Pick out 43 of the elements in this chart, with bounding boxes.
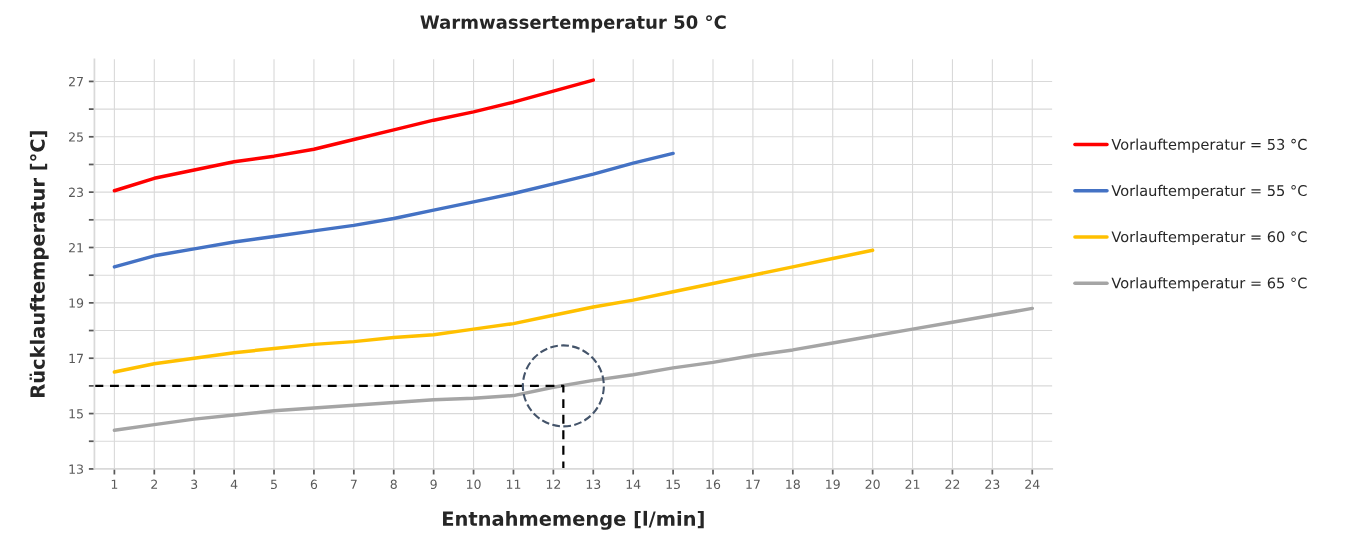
x-tick-label: 19 xyxy=(826,479,840,490)
x-tick-label: 1 xyxy=(111,479,118,489)
y-tick-label: 19 xyxy=(69,298,84,308)
y-axis-title: Rücklauftemperatur [°C] xyxy=(29,131,49,397)
x-tick-label: 3 xyxy=(191,479,198,490)
x-tick-label: 13 xyxy=(586,479,601,490)
x-tick-label: 15 xyxy=(666,479,680,490)
y-tick-label: 25 xyxy=(69,132,83,142)
line-series xyxy=(112,151,675,269)
y-tick-label: 27 xyxy=(69,76,83,87)
y-tick-label: 17 xyxy=(69,353,83,363)
x-tick-label: 21 xyxy=(905,479,920,489)
legend-label: Vorlauftemperatur = 55 °C xyxy=(1111,184,1307,199)
chart-title: Warmwassertemperatur 50 °C xyxy=(420,15,726,33)
x-tick-label: 2 xyxy=(151,479,158,489)
y-tick-label: 23 xyxy=(69,187,84,198)
x-tick-label: 22 xyxy=(945,479,960,489)
y-tick-label: 15 xyxy=(69,409,83,419)
x-tick-label: 4 xyxy=(230,479,238,489)
x-tick-label: 14 xyxy=(626,479,641,489)
y-tick-label: 13 xyxy=(69,464,84,474)
legend-label: Vorlauftemperatur = 53 °C xyxy=(1111,138,1307,153)
line-series xyxy=(112,78,596,193)
legend-label: Vorlauftemperatur = 60 °C xyxy=(1111,230,1307,246)
x-tick-label: 16 xyxy=(706,479,721,490)
y-tick-label: 21 xyxy=(69,242,83,253)
legend-label: Vorlauftemperatur = 65 °C xyxy=(1111,277,1307,292)
x-tick-label: 10 xyxy=(466,479,481,490)
line-series xyxy=(112,248,875,374)
x-tick-label: 12 xyxy=(546,479,561,489)
x-tick-label: 20 xyxy=(865,479,880,490)
x-tick-label: 7 xyxy=(350,479,357,489)
x-axis-title: Entnahmemenge [l/min] xyxy=(443,510,704,530)
x-tick-label: 9 xyxy=(430,479,437,490)
line-series xyxy=(112,306,1035,432)
x-tick-label: 8 xyxy=(390,479,397,490)
x-tick-label: 23 xyxy=(985,479,1000,490)
x-tick-label: 24 xyxy=(1025,479,1040,489)
x-tick-label: 5 xyxy=(271,479,277,490)
x-tick-label: 6 xyxy=(310,479,318,490)
x-tick-label: 18 xyxy=(786,479,800,490)
x-tick-label: 17 xyxy=(746,479,760,489)
x-tick-label: 11 xyxy=(506,479,521,489)
